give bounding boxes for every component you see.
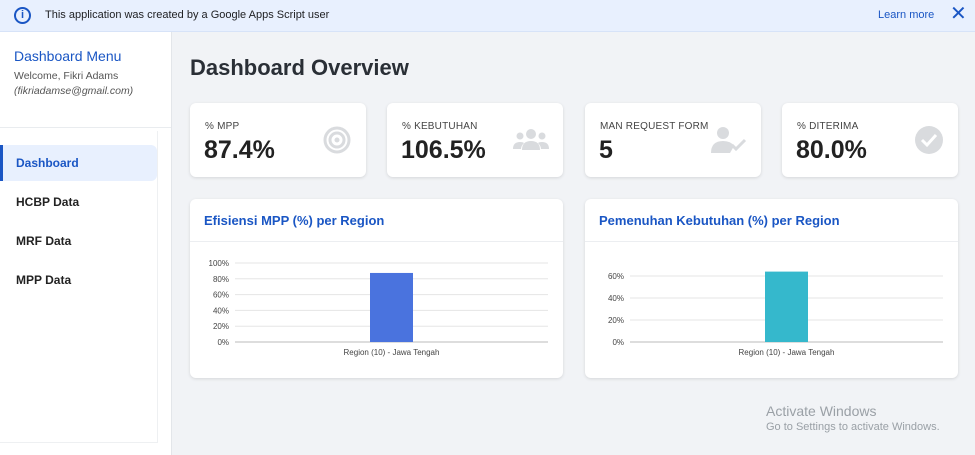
chart-title: Efisiensi MPP (%) per Region (204, 213, 385, 228)
efisiensi-mpp-chart: 0% 20% 40% 60% 80% 100% Region (10) - Jawa Ten… (209, 259, 548, 357)
panel-divider (190, 241, 563, 242)
sidebar-item-hcbp-data[interactable]: HCBP Data (16, 195, 80, 209)
kpi-value: 80.0% (796, 136, 867, 164)
y-tick-label: 0% (612, 338, 624, 347)
y-tick-label: 80% (213, 275, 229, 284)
watermark-title: Activate Windows (766, 403, 877, 419)
chart-panel-efisiensi-mpp: Efisiensi MPP (%) per Region 0% 20% 40% 60%… (190, 199, 563, 378)
kpi-card-man-request-form: MAN REQUEST FORM 5 (585, 103, 761, 177)
sidebar-header: Dashboard Menu Welcome, Fikri Adams (fik… (0, 32, 171, 128)
sidebar-item-dashboard[interactable]: Dashboard (0, 145, 157, 181)
panel-divider (585, 241, 958, 242)
y-tick-label: 40% (608, 294, 624, 303)
sidebar: Dashboard Menu Welcome, Fikri Adams (fik… (0, 32, 172, 455)
y-tick-label: 0% (217, 338, 229, 347)
kpi-label: % DITERIMA (797, 121, 859, 132)
close-icon[interactable]: ✕ (950, 3, 967, 25)
kpi-label: % MPP (205, 121, 240, 132)
kpi-label: MAN REQUEST FORM (600, 121, 709, 132)
users-icon (513, 129, 549, 150)
pemenuhan-kebutuhan-chart: 0% 20% 40% 60% Region (10) - Jawa Tengah (608, 271, 943, 357)
kpi-value: 5 (599, 136, 613, 164)
chart-title: Pemenuhan Kebutuhan (%) per Region (599, 213, 840, 228)
sidebar-item-mrf-data[interactable]: MRF Data (16, 234, 72, 248)
sidebar-item-mpp-data[interactable]: MPP Data (16, 273, 72, 287)
bar (370, 272, 413, 342)
kpi-card-diterima: % DITERIMA 80.0% (782, 103, 958, 177)
kpi-value: 106.5% (401, 136, 486, 164)
page-title: Dashboard Overview (190, 55, 409, 80)
info-icon: i (14, 7, 31, 24)
sidebar-nav: Dashboard HCBP Data MRF Data MPP Data (0, 131, 158, 443)
user-email: (fikriadamse@gmail.com) (14, 85, 134, 97)
x-tick-label: Region (10) - Jawa Tengah (344, 348, 440, 357)
info-banner: i This application was created by a Goog… (0, 0, 975, 32)
x-tick-label: Region (10) - Jawa Tengah (739, 348, 835, 357)
kpi-label: % KEBUTUHAN (402, 121, 478, 132)
banner-message: This application was created by a Google… (45, 9, 330, 21)
y-tick-label: 100% (209, 259, 229, 268)
sidebar-title: Dashboard Menu (14, 48, 122, 64)
y-tick-label: 20% (213, 322, 229, 331)
bar (765, 271, 808, 342)
activate-windows-watermark: Activate Windows Go to Settings to activ… (766, 403, 940, 433)
y-tick-label: 60% (213, 291, 229, 300)
learn-more-link[interactable]: Learn more (878, 9, 935, 21)
y-tick-label: 60% (608, 272, 624, 281)
kpi-card-kebutuhan: % KEBUTUHAN 106.5% (387, 103, 563, 177)
kpi-card-mpp: % MPP 87.4% (190, 103, 366, 177)
chart-panel-pemenuhan-kebutuhan: Pemenuhan Kebutuhan (%) per Region 0% 20%… (585, 199, 958, 378)
user-check-icon (711, 127, 747, 153)
y-tick-label: 40% (213, 306, 229, 315)
target-icon (323, 126, 351, 154)
watermark-subtitle: Go to Settings to activate Windows. (766, 421, 940, 433)
y-tick-label: 20% (608, 316, 624, 325)
kpi-value: 87.4% (204, 136, 275, 164)
check-circle-icon (915, 126, 943, 154)
welcome-text: Welcome, Fikri Adams (14, 70, 119, 82)
